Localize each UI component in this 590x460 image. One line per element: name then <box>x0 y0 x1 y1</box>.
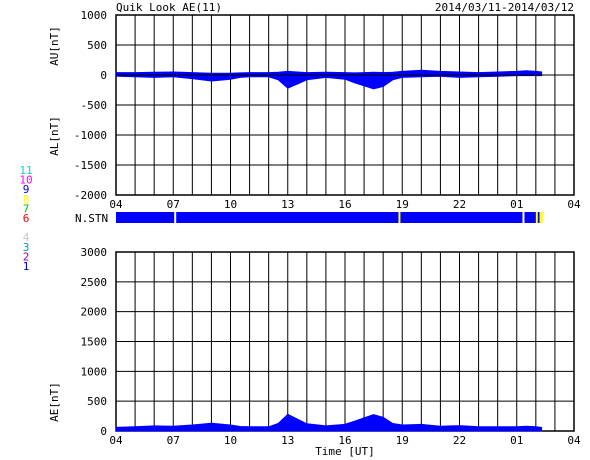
y-tick-label: -1000 <box>74 129 107 142</box>
plot-frame <box>115 14 575 196</box>
x-tick-label: 22 <box>453 434 466 447</box>
x-tick-label: 04 <box>109 434 123 447</box>
x-tick-label: 01 <box>510 198 523 211</box>
station-strip-end <box>539 212 543 223</box>
station-strip-label: N.STN <box>75 212 108 225</box>
series-ae-area <box>115 413 543 432</box>
y-tick-label: -1500 <box>74 159 107 172</box>
legend-station-label: 10 <box>19 174 32 187</box>
legend-station-label: 2 <box>23 250 30 263</box>
x-tick-label: 19 <box>396 198 409 211</box>
y-tick-label: -500 <box>81 99 108 112</box>
x-tick-label: 16 <box>338 434 351 447</box>
legend-station-label: 11 <box>19 164 32 177</box>
ae-axis-label: AE[nT] <box>48 382 61 422</box>
station-strip-mark <box>522 212 525 223</box>
y-tick-label: 0 <box>100 425 107 438</box>
legend-station-label: 6 <box>23 212 30 225</box>
legend-station-label: 8 <box>23 193 30 206</box>
y-tick-label: 1000 <box>81 9 108 22</box>
y-tick-label: 3000 <box>81 246 108 259</box>
x-tick-label: 10 <box>224 434 237 447</box>
x-tick-label: 22 <box>453 198 466 211</box>
station-strip-mark <box>398 212 401 223</box>
x-tick-label: 04 <box>567 434 581 447</box>
x-axis-label: Time [UT] <box>315 445 375 458</box>
legend-station-label: 1 <box>23 260 30 273</box>
x-tick-label: 13 <box>281 434 294 447</box>
y-tick-label: 1000 <box>81 365 108 378</box>
y-tick-label: 2500 <box>81 276 108 289</box>
chart-title: Quik Look AE(11) <box>116 1 222 14</box>
y-tick-label: 500 <box>87 395 107 408</box>
y-tick-label: 0 <box>100 69 107 82</box>
al-axis-label: AL[nT] <box>48 116 61 156</box>
au-axis-label: AU[nT] <box>48 26 61 66</box>
x-tick-label: 19 <box>396 434 409 447</box>
x-tick-label: 04 <box>109 198 123 211</box>
series-au-area <box>115 69 543 76</box>
series-al-area <box>115 74 543 90</box>
x-tick-label: 07 <box>167 198 180 211</box>
legend-station-label: 7 <box>23 202 30 215</box>
y-tick-label: -2000 <box>74 189 107 202</box>
x-tick-label: 10 <box>224 198 237 211</box>
station-strip <box>116 212 543 223</box>
x-tick-label: 04 <box>567 198 581 211</box>
legend-station-label: 4 <box>23 231 30 244</box>
legend-station-label: 9 <box>23 183 30 196</box>
x-tick-label: 01 <box>510 434 523 447</box>
station-strip-mark <box>174 212 177 223</box>
y-tick-label: 1500 <box>81 336 108 349</box>
x-tick-label: 16 <box>338 198 351 211</box>
x-tick-label: 07 <box>167 434 180 447</box>
station-strip-bar <box>116 212 540 223</box>
y-tick-label: 2000 <box>81 306 108 319</box>
date-range: 2014/03/11-2014/03/12 <box>435 1 574 14</box>
legend-station-label: 3 <box>23 241 30 254</box>
legend-station-label: 5 <box>23 222 30 235</box>
x-tick-label: 13 <box>281 198 294 211</box>
station-strip-mark <box>535 212 538 223</box>
y-tick-label: 500 <box>87 39 107 52</box>
